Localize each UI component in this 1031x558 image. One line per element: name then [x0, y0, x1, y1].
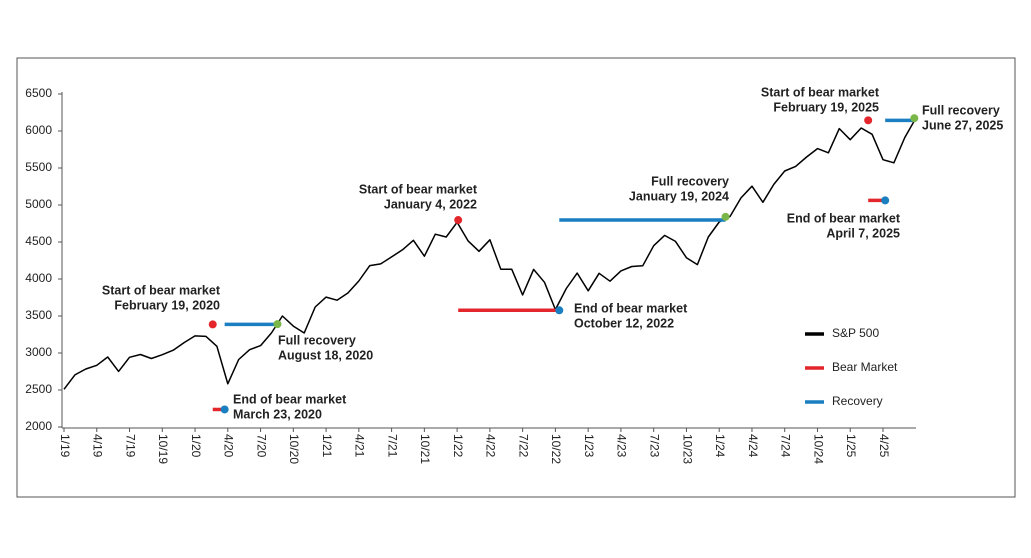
end-label: End of bear market — [233, 392, 347, 406]
y-tick-label: 5500 — [25, 160, 52, 174]
start-label: Start of bear market — [102, 283, 221, 297]
x-tick-label: 1/22 — [451, 434, 465, 458]
legend-label: S&P 500 — [832, 326, 879, 340]
start-date: February 19, 2020 — [114, 298, 220, 312]
start-date: January 4, 2022 — [384, 197, 477, 211]
start-point — [454, 216, 463, 225]
end-label: End of bear market — [787, 211, 901, 225]
x-tick-label: 7/24 — [779, 434, 793, 458]
x-tick-label: 1/19 — [58, 434, 72, 458]
end-date: March 23, 2020 — [233, 407, 322, 421]
legend-label: Bear Market — [832, 360, 898, 374]
x-tick-label: 7/23 — [648, 434, 662, 458]
price-line — [63, 117, 917, 390]
x-tick-label: 10/19 — [156, 434, 170, 464]
end-date: October 12, 2022 — [574, 316, 674, 330]
recovery-date: June 27, 2025 — [922, 118, 1003, 132]
y-tick-label: 2000 — [25, 419, 52, 433]
x-tick-label: 4/25 — [877, 434, 891, 458]
y-tick-label: 3000 — [25, 345, 52, 359]
legend-label: Recovery — [832, 394, 883, 408]
y-tick-label: 4000 — [25, 271, 52, 285]
x-tick-label: 7/20 — [254, 434, 268, 458]
x-tick-label: 1/20 — [189, 434, 203, 458]
x-tick-label: 10/22 — [549, 434, 563, 464]
x-tick-label: 10/20 — [287, 434, 301, 464]
start-point — [208, 320, 217, 329]
start-point — [864, 116, 873, 125]
start-date: February 19, 2025 — [773, 100, 879, 114]
end-point — [881, 196, 890, 205]
y-tick-label: 6000 — [25, 123, 52, 137]
recovery-point — [721, 212, 730, 221]
recovery-date: August 18, 2020 — [278, 348, 373, 362]
x-tick-label: 1/23 — [582, 434, 596, 458]
x-tick-label: 1/25 — [844, 434, 858, 458]
start-label: Start of bear market — [359, 182, 478, 196]
x-tick-label: 4/20 — [222, 434, 236, 458]
y-tick-label: 3500 — [25, 308, 52, 322]
x-tick-label: 4/22 — [484, 434, 498, 458]
recovery-label: Full recovery — [278, 333, 356, 347]
recovery-point — [273, 320, 282, 329]
x-tick-label: 10/23 — [680, 434, 694, 464]
x-tick-label: 4/23 — [615, 434, 629, 458]
x-tick-label: 10/24 — [811, 434, 825, 464]
x-tick-label: 7/22 — [516, 434, 530, 458]
y-tick-label: 2500 — [25, 382, 52, 396]
recovery-date: January 19, 2024 — [629, 189, 729, 203]
x-tick-label: 7/19 — [123, 434, 137, 458]
recovery-label: Full recovery — [922, 103, 1000, 117]
recovery-label: Full recovery — [651, 174, 729, 188]
end-date: April 7, 2025 — [826, 226, 900, 240]
end-point — [555, 306, 564, 315]
end-label: End of bear market — [574, 301, 688, 315]
x-tick-label: 10/21 — [418, 434, 432, 464]
x-tick-label: 4/19 — [91, 434, 105, 458]
y-tick-label: 6500 — [25, 86, 52, 100]
end-point — [220, 405, 229, 414]
recovery-point — [910, 114, 919, 123]
y-tick-label: 4500 — [25, 234, 52, 248]
y-tick-label: 5000 — [25, 197, 52, 211]
x-tick-label: 1/24 — [713, 434, 727, 458]
x-tick-label: 1/21 — [320, 434, 334, 458]
frame — [16, 57, 1016, 498]
x-tick-label: 4/24 — [746, 434, 760, 458]
x-tick-label: 4/21 — [353, 434, 367, 458]
start-label: Start of bear market — [761, 85, 880, 99]
x-tick-label: 7/21 — [385, 434, 399, 458]
